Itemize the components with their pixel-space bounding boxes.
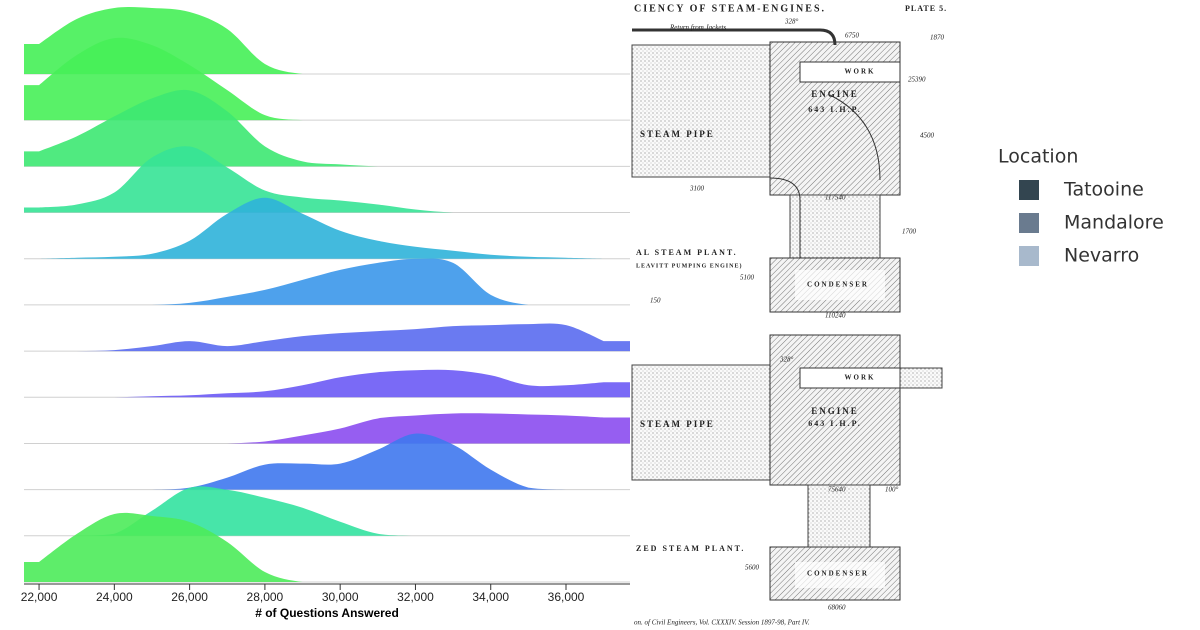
label: 110240 xyxy=(825,312,846,320)
label: 643 I.H.P. xyxy=(808,105,862,114)
x-axis-label: # of Questions Answered xyxy=(255,606,399,620)
label: 5100 xyxy=(740,274,755,282)
label: ENGINE xyxy=(811,89,859,99)
condenser-label-bg xyxy=(795,270,885,300)
diagram: CIENCY OF STEAM-ENGINES. PLATE 5. Return… xyxy=(631,3,947,627)
label: ZED STEAM PLANT. xyxy=(636,544,745,553)
label: 68060 xyxy=(828,604,846,612)
label: CONDENSER xyxy=(807,281,869,289)
label: AL STEAM PLANT. xyxy=(636,248,738,257)
pipe xyxy=(631,44,771,178)
x-tick-label: 26,000 xyxy=(171,590,208,604)
label: 100° xyxy=(885,486,899,494)
label: 643 I.H.P. xyxy=(808,419,862,428)
label: 328° xyxy=(784,18,799,26)
flow xyxy=(789,194,881,259)
flow-line xyxy=(769,94,881,258)
label: STEAM PIPE xyxy=(640,419,715,429)
label: WORK xyxy=(845,68,876,76)
legend-title: Location xyxy=(998,146,1078,168)
ridge xyxy=(24,512,630,582)
x-tick-label: 24,000 xyxy=(96,590,133,604)
plate: PLATE 5. xyxy=(905,4,947,13)
diagram-title: CIENCY OF STEAM-ENGINES. xyxy=(634,3,826,14)
label: 25390 xyxy=(908,76,926,84)
x-tick-label: 34,000 xyxy=(472,590,509,604)
condenser-label-bg xyxy=(795,562,885,588)
x-tick-label: 28,000 xyxy=(247,590,284,604)
ridge xyxy=(24,146,630,213)
x-tick-label: 32,000 xyxy=(397,590,434,604)
ridge xyxy=(24,433,630,490)
label: WORK xyxy=(845,374,876,382)
x-tick-label: 22,000 xyxy=(21,590,58,604)
engine-box xyxy=(769,334,901,486)
legend-swatch xyxy=(1019,180,1039,200)
legend-label: Mandalore xyxy=(1064,212,1164,234)
ridge xyxy=(24,197,630,259)
legend-label: Tatooine xyxy=(1063,179,1144,201)
label: 328° xyxy=(779,356,794,364)
ridge xyxy=(24,89,630,167)
legend-swatch xyxy=(1019,246,1039,266)
x-tick-label: 30,000 xyxy=(322,590,359,604)
footer: on. of Civil Engineers, Vol. CXXXIV. Ses… xyxy=(634,619,810,627)
work-box xyxy=(799,61,901,83)
x-axis: 22,000 24,000 26,000 28,000 30,000 32,000 34,0… xyxy=(21,583,630,604)
legend-label: Nevarro xyxy=(1064,245,1139,267)
label: 1870 xyxy=(930,34,945,42)
ridge xyxy=(24,37,630,121)
x-tick-label: 36,000 xyxy=(548,590,585,604)
work-flow xyxy=(899,367,943,389)
ridgeline-chart xyxy=(24,7,630,583)
flow xyxy=(807,484,871,548)
label: Return from Jackets xyxy=(669,24,726,32)
ridge xyxy=(24,413,630,444)
ridge xyxy=(24,258,630,305)
label: CONDENSER xyxy=(807,570,869,578)
legend-swatch xyxy=(1019,213,1039,233)
label: 150 xyxy=(650,297,661,305)
label: ENGINE xyxy=(811,406,859,416)
label: STEAM PIPE xyxy=(640,129,715,139)
label: 117540 xyxy=(825,194,846,202)
label: LEAVITT PUMPING ENGINE) xyxy=(636,262,742,269)
label: 5600 xyxy=(745,564,760,572)
return-pipe xyxy=(632,28,837,46)
label: 4500 xyxy=(920,132,935,140)
ridge xyxy=(24,369,630,398)
label: 6750 xyxy=(845,32,860,40)
ridge xyxy=(24,323,630,352)
label: 3100 xyxy=(689,185,705,193)
pipe xyxy=(631,364,771,481)
label: 75640 xyxy=(828,486,846,494)
label: 1700 xyxy=(902,228,917,236)
legend: Location Tatooine Mandalore Nevarro xyxy=(998,146,1164,267)
